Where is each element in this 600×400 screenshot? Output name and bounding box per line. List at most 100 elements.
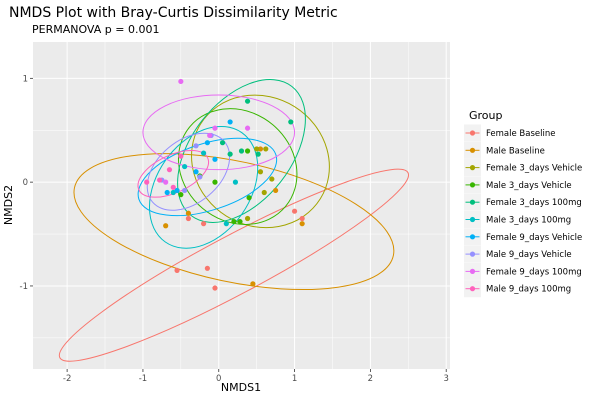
legend-item: Male 3_days 100mg — [464, 211, 571, 228]
point-male-3-days-vehicle — [244, 148, 251, 154]
ellipse-male-baseline — [73, 153, 395, 291]
legend-label: Male 9_days 100mg — [486, 285, 571, 295]
legend-label: Male 9_days Vehicle — [486, 250, 572, 260]
legend-title: Group — [469, 109, 503, 122]
ellipse-male-3-days-vehicle — [177, 108, 298, 225]
point-female-3-days-100mg — [238, 148, 245, 154]
ellipse-female-baseline — [58, 168, 410, 362]
ellipse-female-9-days-100mg — [142, 94, 296, 171]
chart-title: NMDS Plot with Bray-Curtis Dissimilarity… — [9, 5, 338, 21]
point-male-3-days-100mg — [200, 150, 207, 156]
legend-label: Female 9_days 100mg — [486, 267, 582, 277]
point-female-baseline — [204, 265, 210, 271]
point-female-9-days-100mg — [163, 179, 169, 185]
chart-subtitle: PERMANOVA p = 0.001 — [32, 23, 159, 36]
x-tick-label: 3 — [443, 374, 448, 384]
point-male-9-days-vehicle — [193, 143, 199, 149]
point-female-3-days-vehicle — [261, 189, 267, 196]
confidence-ellipses — [58, 79, 410, 362]
legend-item: Female Baseline — [464, 124, 555, 142]
point-male-9-days-100mg — [178, 153, 184, 159]
data-points — [144, 78, 305, 291]
point-female-3-days-100mg — [288, 119, 294, 125]
plot-panel — [33, 42, 450, 369]
point-male-9-days-100mg — [166, 167, 173, 173]
point-male-9-days-100mg — [170, 184, 176, 190]
point-male-3-days-vehicle — [237, 218, 243, 225]
x-axis-ticks: -2 -1 0 1 2 3 — [63, 369, 449, 384]
point-male-3-days-vehicle — [246, 195, 252, 201]
legend-item: Male 9_days 100mg — [464, 280, 571, 298]
x-tick-label: 0 — [216, 374, 221, 384]
point-female-9-days-vehicle — [227, 119, 233, 125]
point-female-9-days-100mg — [207, 132, 213, 139]
x-tick-label: 2 — [368, 374, 373, 384]
legend-key-point — [469, 234, 476, 240]
point-female-3-days-vehicle — [244, 215, 251, 222]
x-tick-label: 1 — [292, 374, 297, 384]
legend-key-point — [469, 130, 476, 136]
y-tick-label: -1 — [20, 282, 28, 292]
legend-item: Male 9_days Vehicle — [464, 245, 572, 263]
legend-key-point — [469, 182, 476, 188]
legend-key-point — [469, 147, 476, 153]
point-female-9-days-vehicle — [193, 169, 199, 175]
point-male-baseline — [185, 210, 192, 216]
point-female-3-days-100mg — [244, 98, 251, 104]
legend-key-point — [469, 199, 476, 205]
point-male-3-days-100mg — [170, 189, 176, 196]
ellipse-female-3-days-vehicle — [191, 94, 330, 229]
point-male-9-days-vehicle — [197, 174, 203, 180]
legend-label: Female Baseline — [486, 129, 555, 139]
legend-label: Male Baseline — [486, 146, 545, 156]
legend-key-point — [469, 286, 476, 292]
legend-item: Female 3_days Vehicle — [464, 159, 582, 177]
point-female-3-days-100mg — [219, 140, 226, 146]
x-tick-label: -2 — [63, 374, 71, 384]
point-female-9-days-100mg — [178, 78, 184, 85]
legend-item: Female 9_days Vehicle — [464, 228, 582, 246]
legend-key-point — [469, 216, 476, 223]
point-male-9-days-100mg — [144, 179, 150, 185]
point-male-3-days-100mg — [182, 163, 188, 170]
legend-item: Male 3_days Vehicle — [464, 176, 572, 194]
point-female-3-days-100mg — [255, 151, 261, 157]
point-female-3-days-vehicle — [269, 176, 275, 182]
point-male-3-days-100mg — [223, 221, 229, 227]
point-male-baseline — [257, 146, 264, 152]
point-female-3-days-vehicle — [254, 146, 260, 152]
y-tick-label: 0 — [23, 178, 28, 188]
point-female-baseline — [212, 285, 218, 291]
point-male-3-days-vehicle — [178, 192, 184, 198]
point-female-baseline — [174, 267, 180, 273]
legend-key-point — [469, 165, 476, 171]
legend-label: Female 3_days Vehicle — [486, 164, 582, 174]
ellipse-male-9-days-100mg — [137, 150, 210, 198]
legend-key-point — [469, 251, 476, 257]
point-female-9-days-vehicle — [212, 156, 218, 162]
point-male-3-days-100mg — [232, 179, 239, 185]
y-tick-label: 1 — [23, 74, 28, 84]
legend-item: Female 9_days 100mg — [464, 262, 582, 280]
point-male-9-days-vehicle — [182, 187, 188, 194]
point-female-baseline — [291, 208, 298, 214]
point-male-baseline — [163, 223, 169, 229]
y-axis-ticks: -1 0 1 — [20, 74, 33, 292]
point-female-baseline — [200, 221, 207, 227]
grid-major — [33, 42, 450, 369]
point-female-9-days-vehicle — [204, 140, 210, 146]
y-axis-title: NMDS2 — [2, 185, 15, 225]
point-female-9-days-vehicle — [174, 187, 180, 194]
legend-item: Female 3_days 100mg — [464, 193, 582, 211]
legend: Female Baseline Male Baseline Female 3_day… — [464, 124, 582, 298]
point-female-9-days-vehicle — [164, 189, 170, 196]
point-male-3-days-vehicle — [212, 179, 218, 185]
point-male-baseline — [299, 221, 305, 227]
point-female-9-days-100mg — [244, 125, 251, 131]
point-male-3-days-vehicle — [231, 218, 237, 225]
legend-label: Female 3_days 100mg — [486, 198, 582, 208]
legend-label: Male 3_days 100mg — [486, 216, 571, 226]
point-female-baseline — [185, 215, 192, 222]
x-axis-title: NMDS1 — [221, 381, 261, 394]
